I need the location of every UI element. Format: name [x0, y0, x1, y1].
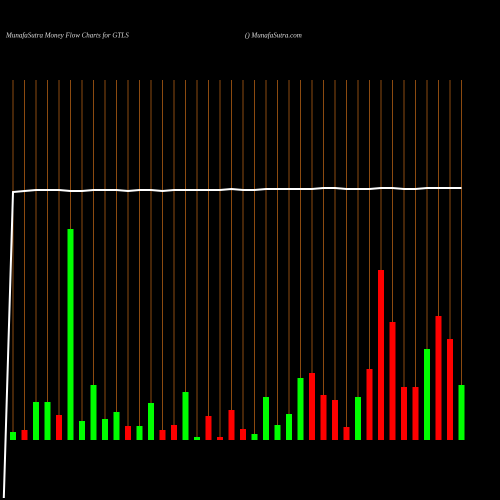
bar	[297, 378, 304, 440]
bar	[67, 229, 74, 440]
bar	[447, 339, 453, 440]
bar	[263, 397, 269, 440]
bar	[355, 397, 361, 440]
bar	[332, 400, 338, 440]
money-flow-line	[2, 187, 462, 499]
bar	[102, 419, 108, 440]
bar	[412, 387, 419, 440]
bar	[113, 412, 120, 440]
bar	[217, 437, 223, 440]
bar	[366, 369, 373, 440]
bar	[435, 316, 442, 440]
bar	[274, 425, 281, 440]
chart-subtitle: () MunafaSutra.com	[245, 32, 302, 40]
bar	[194, 437, 200, 440]
bar	[343, 427, 350, 440]
bar	[320, 395, 327, 440]
bar	[44, 402, 51, 440]
bar	[159, 430, 166, 440]
bar	[251, 434, 258, 440]
bar	[286, 414, 292, 440]
chart-title: MunafaSutra Money Flow Charts for GTLS	[5, 32, 129, 40]
bar	[125, 426, 131, 440]
bar	[378, 270, 384, 440]
bar	[182, 392, 189, 440]
bar	[10, 432, 16, 440]
bar	[21, 430, 28, 440]
bar	[148, 403, 154, 440]
bar	[309, 373, 315, 440]
bar	[458, 385, 465, 440]
bar	[240, 429, 246, 440]
bar	[33, 402, 39, 440]
bar	[56, 415, 62, 440]
bar	[90, 385, 97, 440]
bar	[389, 322, 396, 440]
bar	[205, 416, 212, 440]
bar	[136, 426, 143, 440]
bar	[171, 425, 177, 440]
bar	[228, 410, 235, 440]
bar	[79, 421, 85, 440]
bar	[424, 349, 430, 440]
bar	[401, 387, 407, 440]
